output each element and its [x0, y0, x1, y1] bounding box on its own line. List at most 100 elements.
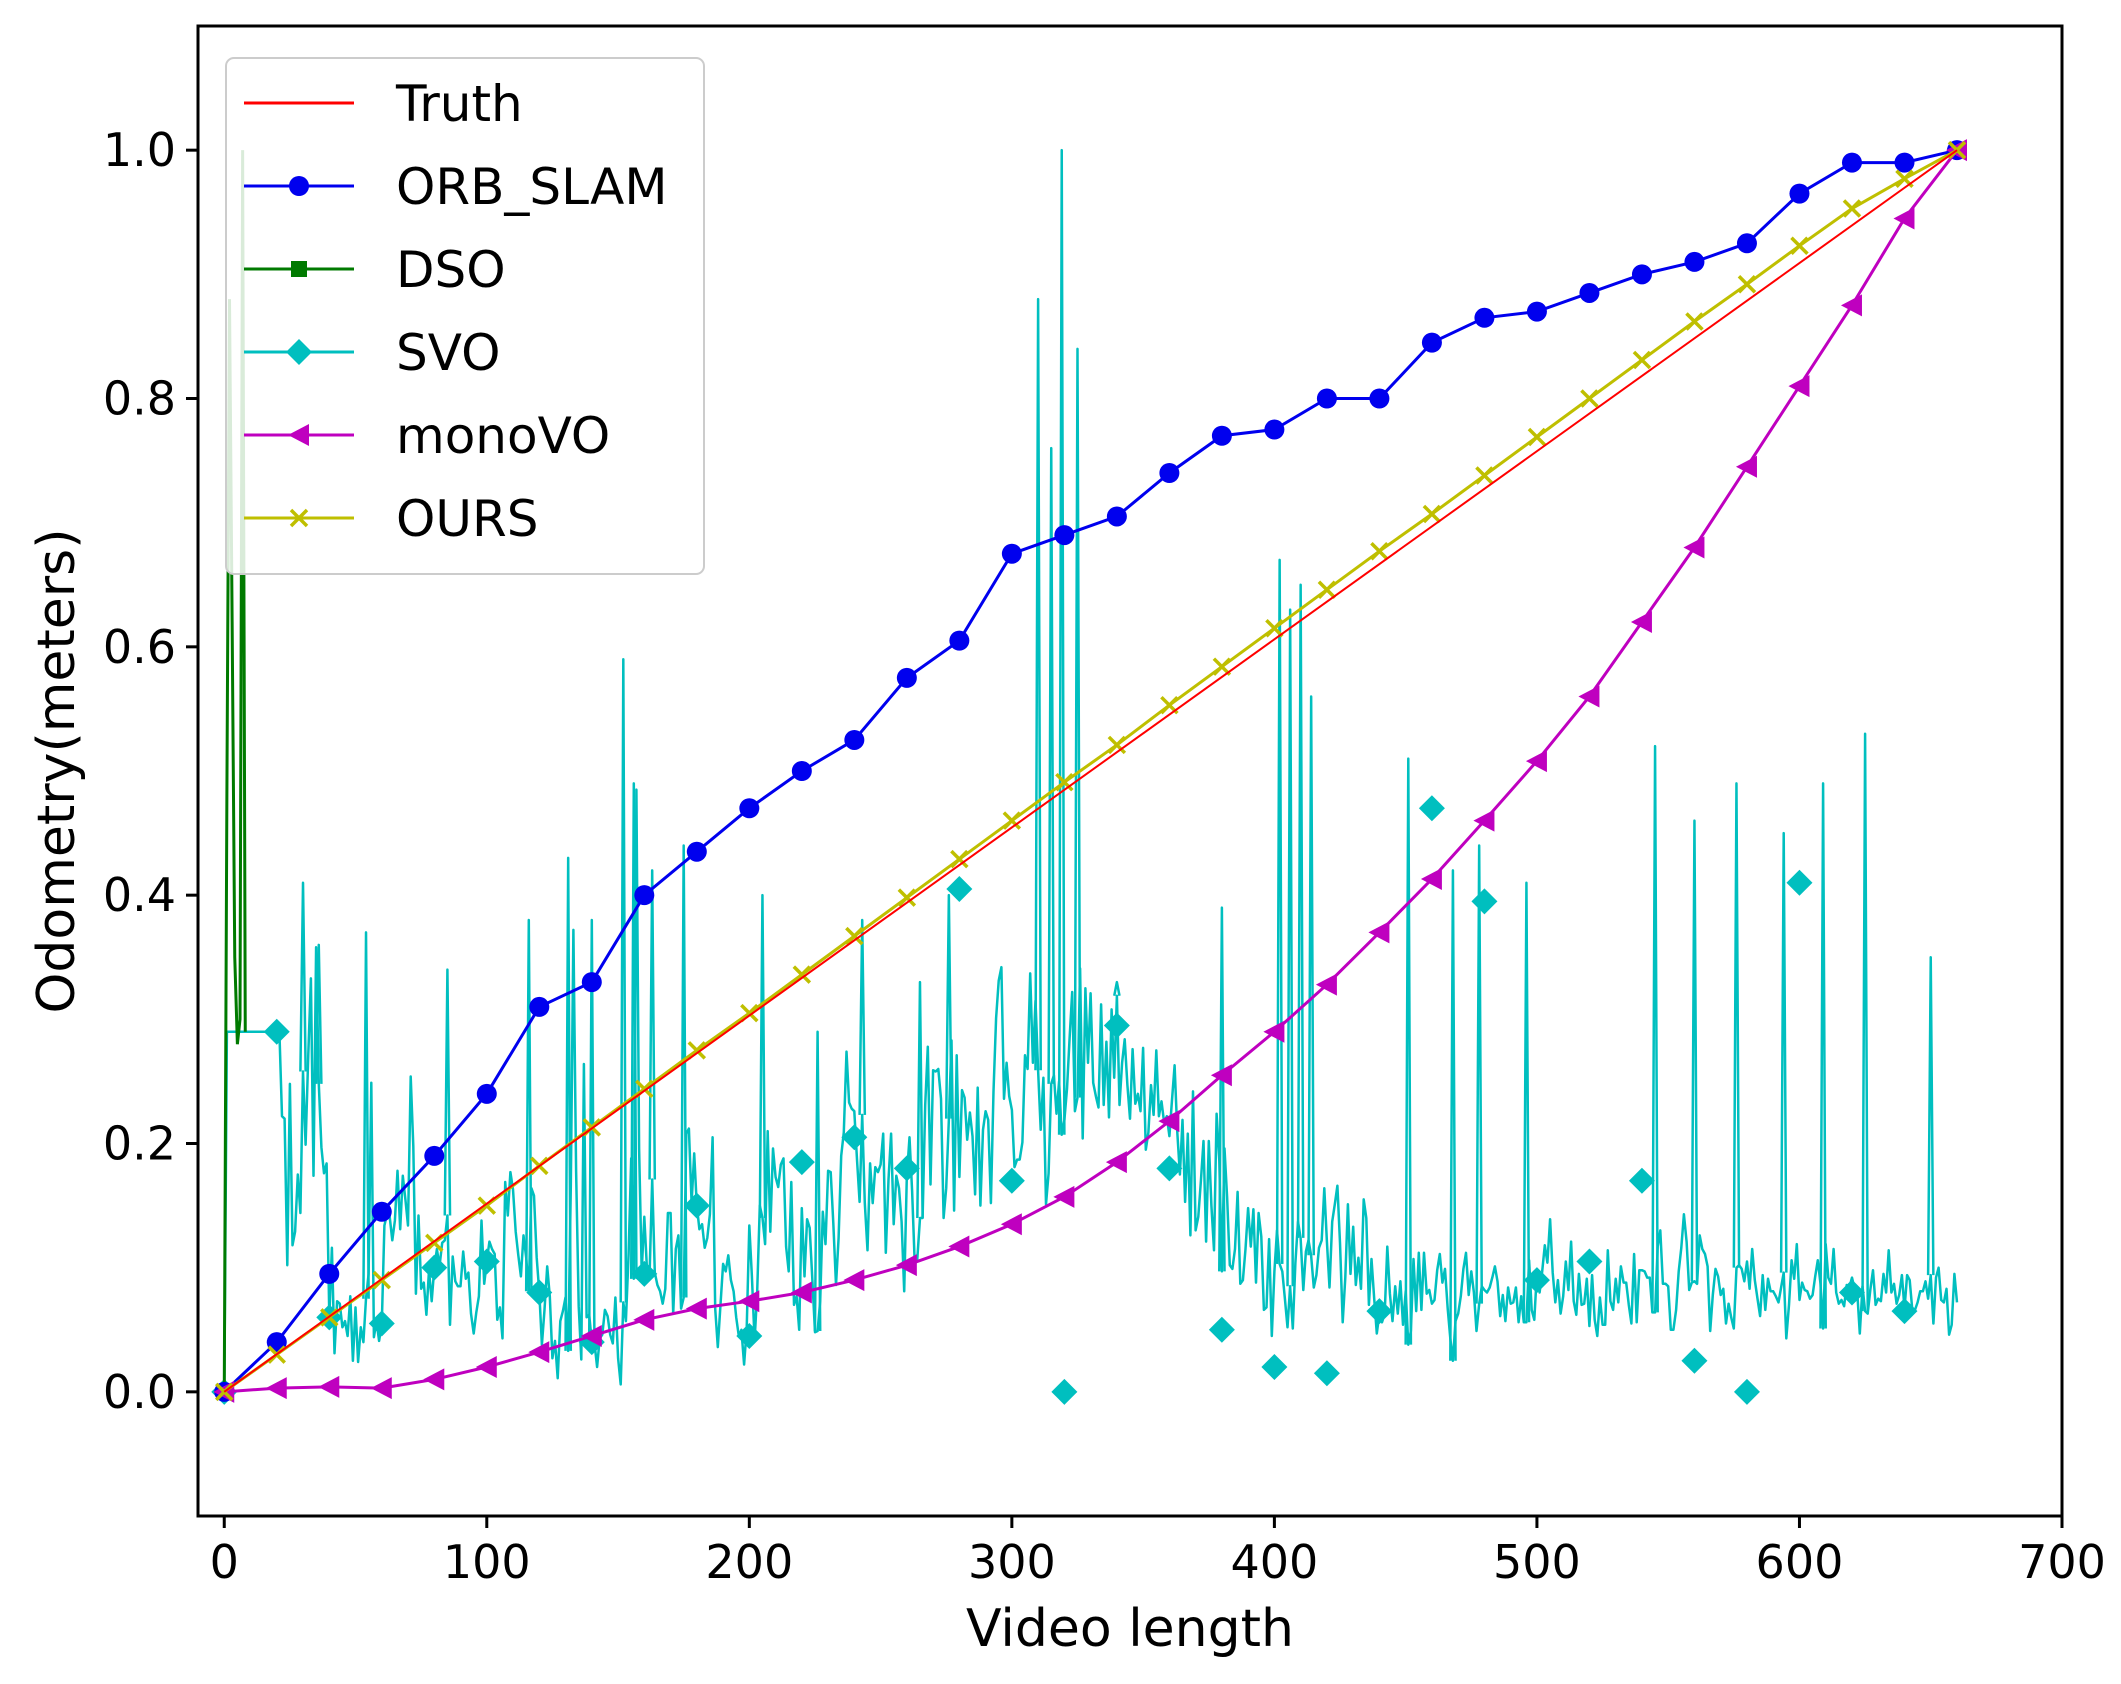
orb-slam-marker — [1684, 251, 1705, 272]
orb-slam-marker — [476, 1083, 497, 1104]
orb-slam-marker — [1421, 332, 1442, 353]
svo-marker — [1156, 1155, 1183, 1182]
y-axis-label: Odometry(meters) — [27, 528, 87, 1013]
svo-marker — [1733, 1378, 1760, 1405]
svo-marker — [683, 1192, 710, 1219]
orb-slam-marker — [1369, 388, 1390, 409]
ours-marker — [1002, 811, 1022, 830]
plot-area — [211, 139, 1967, 1405]
svo-marker — [1576, 1248, 1603, 1275]
monovo-marker — [475, 1356, 497, 1378]
legend-item-monovo: monoVO — [244, 407, 610, 465]
monovo-marker — [1053, 1185, 1075, 1208]
ours-marker — [897, 888, 917, 907]
svo-marker — [473, 1248, 500, 1275]
legend-item-dso: DSO — [244, 241, 506, 299]
monovo-marker — [1630, 611, 1652, 633]
svo-marker — [1103, 1012, 1130, 1039]
legend-label: DSO — [396, 241, 506, 299]
svo-spike — [587, 918, 596, 1343]
legend-label: monoVO — [396, 407, 610, 465]
svo-marker — [1051, 1378, 1078, 1405]
orb-slam-marker — [1736, 233, 1757, 254]
orb-slam-marker — [1211, 425, 1232, 446]
svo-marker — [1471, 888, 1498, 915]
svo-spike — [1819, 782, 1827, 1329]
ours-marker — [687, 1041, 707, 1060]
monovo-marker — [790, 1281, 812, 1304]
monovo-marker — [1105, 1151, 1127, 1174]
orb-slam-marker — [949, 630, 970, 651]
monovo-marker — [1735, 455, 1757, 478]
monovo-marker — [1000, 1213, 1022, 1236]
monovo-marker — [1263, 1020, 1285, 1043]
orb-slam-marker — [529, 996, 550, 1017]
legend-label: Truth — [395, 75, 523, 133]
orb-slam-marker — [739, 798, 760, 819]
legend-item-svo: SVO — [244, 324, 500, 382]
svo-spike — [944, 893, 953, 1119]
svo-marker — [841, 1124, 868, 1151]
ours-marker — [1842, 199, 1862, 218]
ours-marker — [1370, 541, 1389, 561]
svo-spike — [1522, 881, 1531, 1323]
orb-slam-marker — [1316, 388, 1337, 409]
axes: 0 100 200 300 400 500 600 700 0.0 0.2 0.4 0.6 0.8 1.0 — [103, 24, 2106, 1589]
legend-label: SVO — [396, 324, 500, 382]
series-svo-line — [223, 788, 1959, 1392]
svo-marker — [368, 1310, 395, 1337]
svo-spike — [362, 931, 370, 1299]
svo-marker — [526, 1279, 553, 1306]
svo-spike — [524, 918, 533, 1292]
svo-spike — [1449, 869, 1457, 1361]
svo-marker — [1366, 1298, 1393, 1325]
svo-spike — [858, 918, 867, 1115]
orb-slam-marker — [686, 841, 707, 862]
orb-slam-marker — [424, 1145, 445, 1166]
orb-slam-marker — [1001, 543, 1022, 564]
legend-label: OURS — [396, 490, 538, 548]
legend-label: ORB_SLAM — [396, 158, 667, 216]
ours-marker — [1790, 236, 1809, 256]
svo-spike — [1047, 446, 1056, 1084]
svo-marker — [1681, 1347, 1708, 1374]
svo-spike — [1286, 608, 1295, 1287]
monovo-marker — [318, 1375, 340, 1398]
legend: Truth ORB_SLAM DSO SVO monoVO OURS — [225, 57, 705, 575]
svo-spike — [916, 980, 924, 1219]
ours-marker — [1580, 389, 1599, 408]
legend-marker — [289, 176, 309, 196]
svo-marker — [1838, 1279, 1865, 1306]
monovo-marker — [1893, 207, 1915, 230]
svo-marker — [631, 1260, 658, 1287]
legend-marker — [286, 339, 312, 365]
orb-slam-marker — [844, 729, 865, 750]
ours-marker — [1055, 772, 1074, 792]
monovo-marker — [370, 1377, 392, 1400]
series-monovo-line — [224, 149, 1959, 1394]
monovo-marker — [1525, 750, 1547, 773]
svo-spike — [1690, 819, 1699, 1282]
monovo-marker — [1158, 1110, 1180, 1133]
monovo-marker — [1315, 973, 1337, 996]
monovo-marker — [1210, 1064, 1232, 1087]
orb-slam-marker — [634, 885, 655, 906]
orb-slam-marker — [1894, 152, 1915, 173]
orb-slam-marker — [1841, 152, 1862, 173]
svo-spike — [314, 943, 323, 1084]
svo-marker — [1628, 1167, 1655, 1194]
svo-marker — [736, 1322, 763, 1349]
svo-spike — [1404, 757, 1413, 1345]
x-tick-label: 300 — [968, 1535, 1056, 1589]
svo-spike — [1475, 844, 1484, 1304]
x-tick-label: 200 — [705, 1535, 793, 1589]
orb-slam-marker — [581, 972, 602, 993]
ours-marker — [1632, 350, 1652, 370]
svo-spike — [1779, 831, 1788, 1273]
svo-marker — [1418, 795, 1445, 822]
y-tick-label: 0.6 — [103, 620, 176, 674]
monovo-marker — [685, 1297, 707, 1320]
monovo-marker — [738, 1290, 760, 1313]
legend-item-orb-slam: ORB_SLAM — [244, 158, 667, 216]
ours-marker — [1737, 275, 1757, 294]
